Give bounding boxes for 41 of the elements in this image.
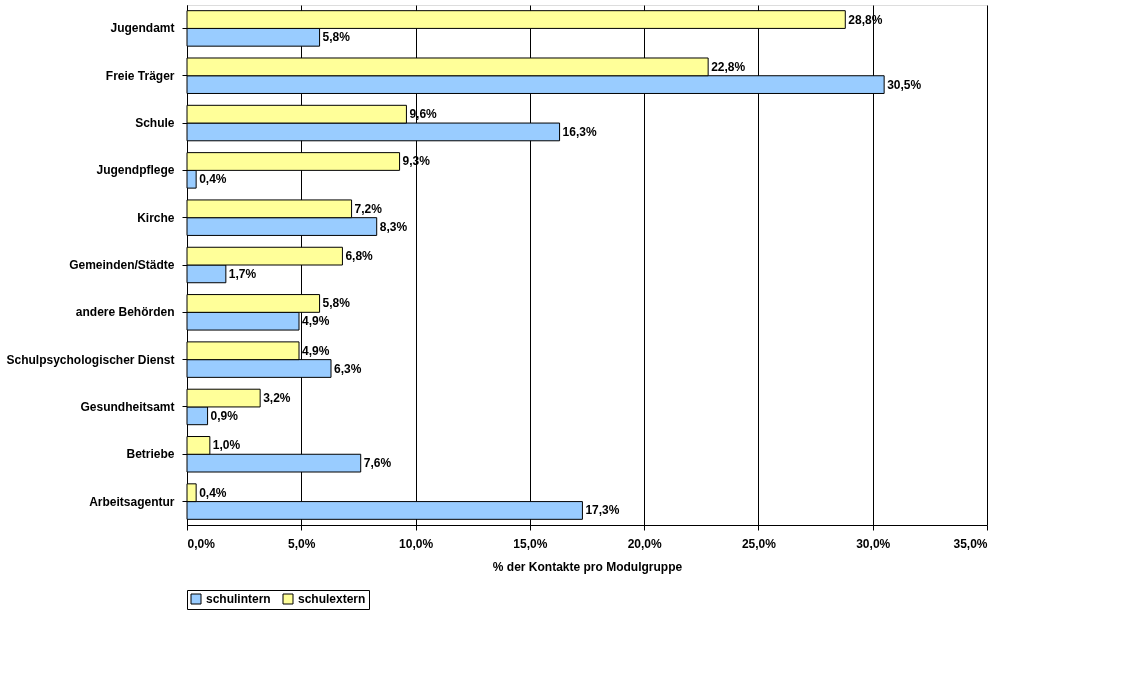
y-tick-label: andere Behörden: [75, 305, 175, 320]
x-tick-label: 35,0%: [953, 536, 988, 551]
data-label: 17,3%: [585, 503, 620, 518]
x-tick-label: 5,0%: [288, 536, 316, 551]
data-label: 7,2%: [354, 201, 383, 216]
x-tick-label: 10,0%: [399, 536, 434, 551]
y-tick-label: Jugendamt: [110, 21, 175, 36]
y-tick-label: Schule: [135, 116, 175, 131]
y-tick-label: Arbeitsagentur: [89, 494, 175, 509]
y-tick-label: Gesundheitsamt: [80, 399, 175, 414]
data-label: 1,7%: [228, 266, 257, 281]
legend-label: schulintern: [206, 592, 271, 606]
x-tick-label: 0,0%: [187, 536, 216, 551]
data-label: 1,0%: [212, 438, 241, 453]
x-axis-title: % der Kontakte pro Modulgruppe: [492, 559, 683, 574]
data-label: 7,6%: [363, 456, 392, 471]
x-tick-label: 15,0%: [513, 536, 548, 551]
y-tick-label: Freie Träger: [105, 68, 175, 83]
x-tick-label: 30,0%: [856, 536, 891, 551]
data-label: 0,9%: [210, 408, 239, 423]
data-label: 5,8%: [322, 30, 351, 45]
data-label: 6,3%: [334, 361, 362, 376]
data-label: 4,9%: [302, 314, 330, 329]
x-tick-label: 25,0%: [741, 536, 777, 551]
data-label: 0,4%: [199, 172, 227, 187]
y-tick-label: Schulpsychologischer Dienst: [6, 352, 175, 367]
data-label: 5,8%: [322, 296, 351, 311]
data-label: 8,3%: [379, 219, 408, 234]
data-label: 16,3%: [562, 124, 597, 139]
x-tick-label: 20,0%: [627, 536, 662, 551]
data-label: 0,4%: [199, 485, 227, 500]
legend-label: schulextern: [298, 592, 366, 606]
y-tick-label: Jugendpflege: [96, 163, 175, 178]
data-label: 3,2%: [263, 391, 291, 406]
data-label: 22,8%: [711, 59, 746, 74]
data-label: 30,5%: [887, 77, 922, 92]
data-label: 6,8%: [345, 249, 374, 264]
y-tick-label: Betriebe: [126, 447, 175, 462]
y-tick-label: Kirche: [137, 210, 175, 225]
data-label: 4,9%: [302, 343, 330, 358]
y-tick-label: Gemeinden/Städte: [69, 258, 175, 272]
